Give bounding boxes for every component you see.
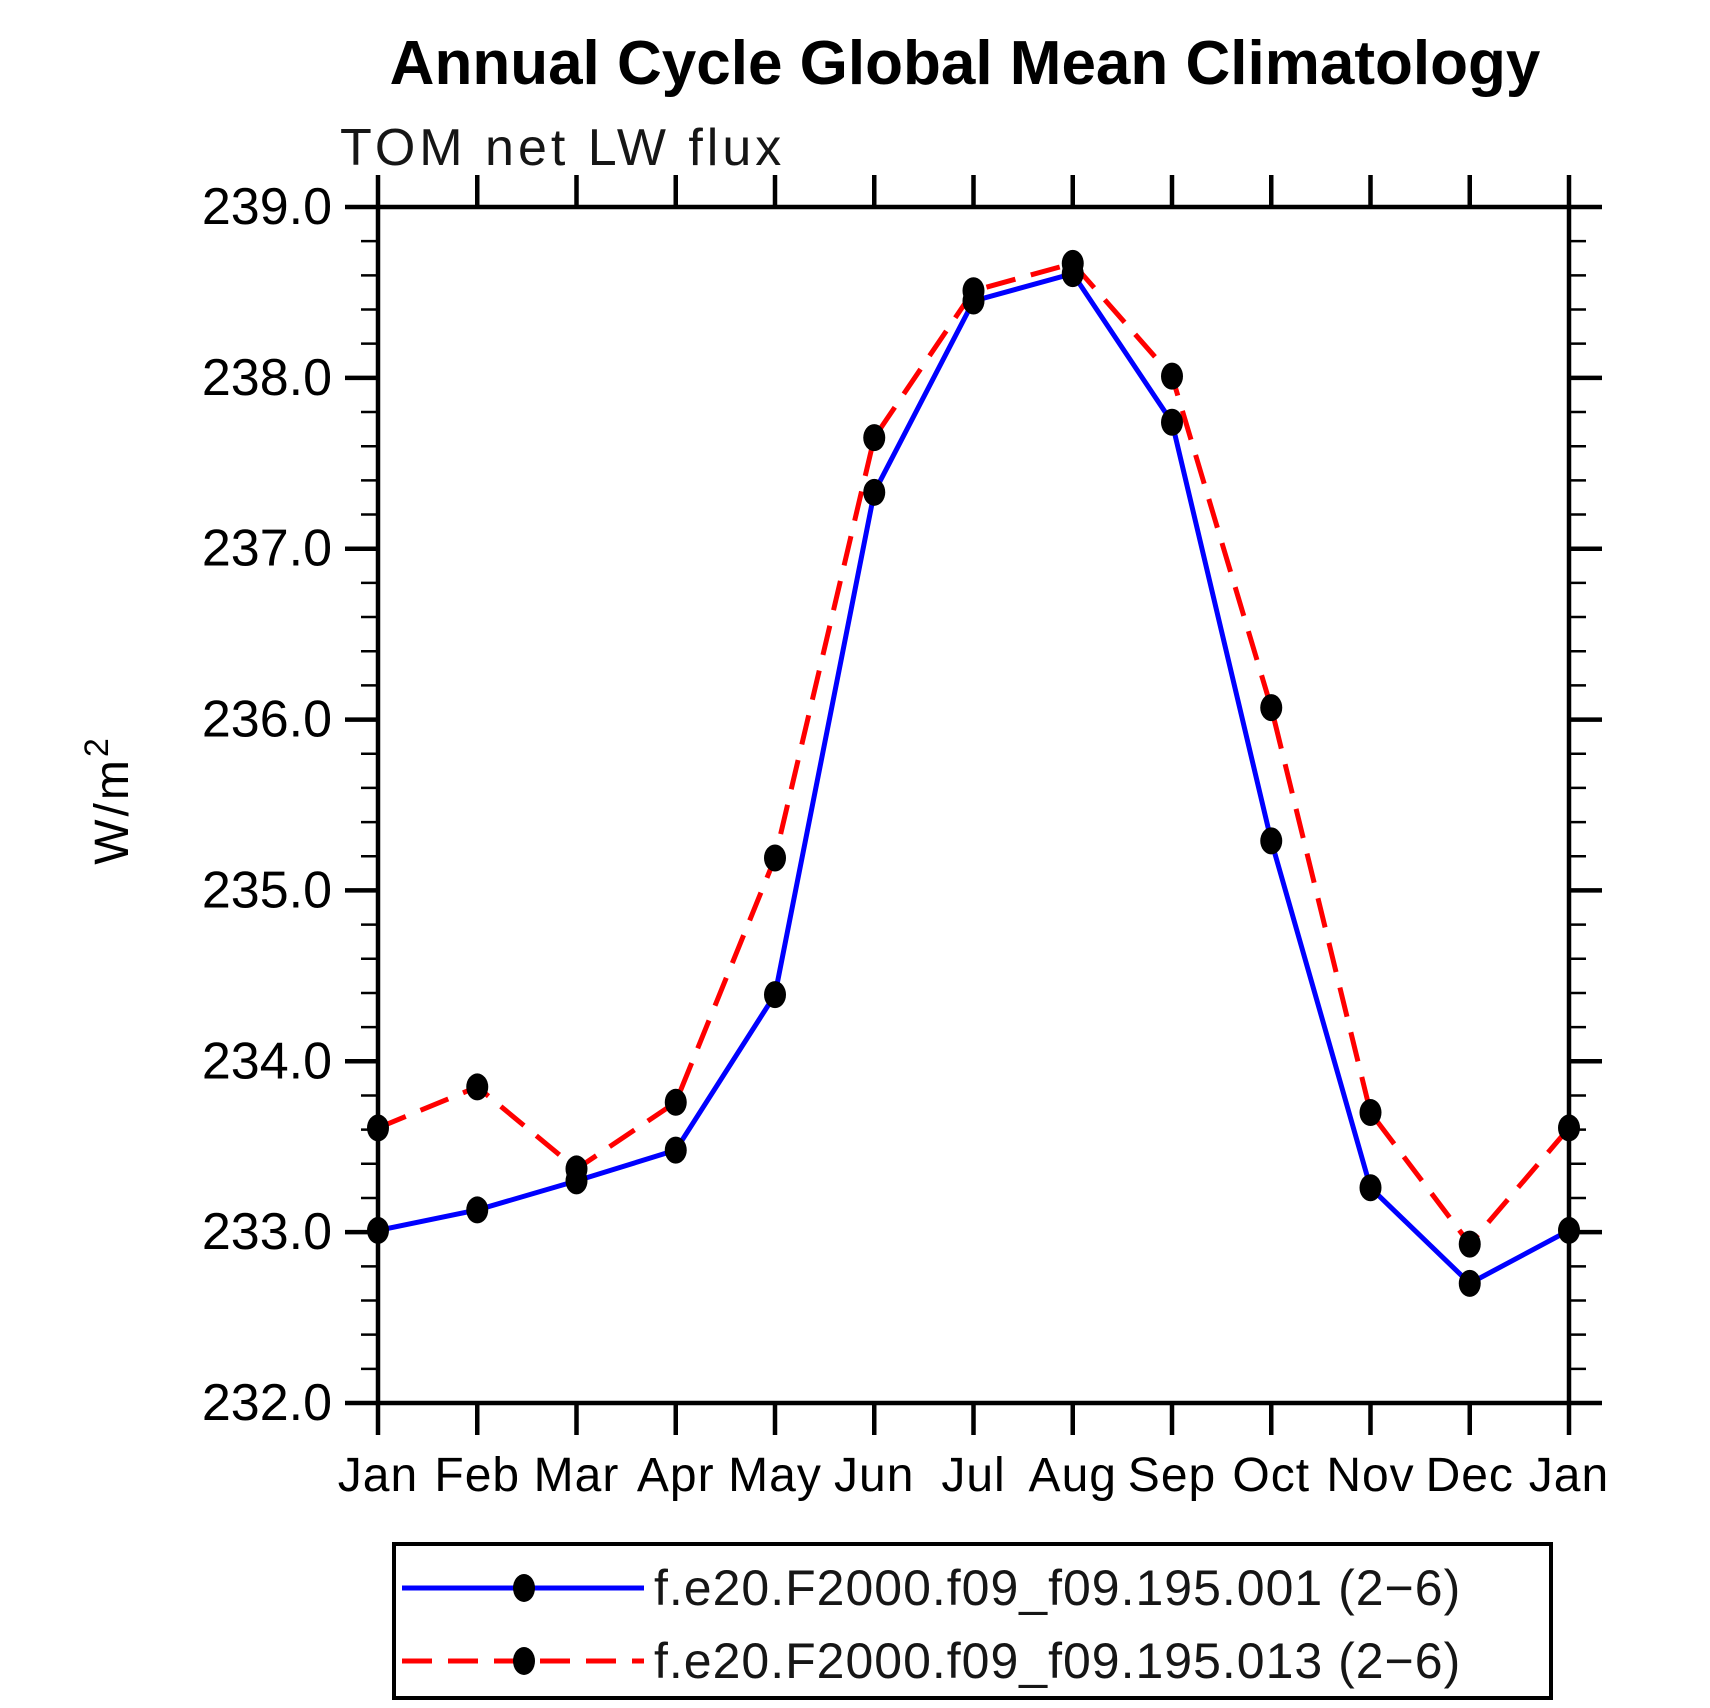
x-tick-label: Aug — [1029, 1449, 1117, 1502]
y-tick-label: 235.0 — [202, 861, 332, 919]
data-point-marker — [1161, 408, 1183, 436]
data-point-marker — [367, 1114, 389, 1142]
data-point-marker — [367, 1216, 389, 1244]
y-tick-label: 234.0 — [202, 1032, 332, 1090]
x-tick-label: Apr — [637, 1449, 715, 1502]
data-point-marker — [1558, 1216, 1580, 1244]
data-point-marker — [664, 1088, 687, 1116]
x-tick-label: Oct — [1232, 1449, 1310, 1502]
x-tick-label: Nov — [1326, 1449, 1414, 1502]
data-point-marker — [1359, 1174, 1382, 1202]
legend-line-sample-solid — [402, 1574, 644, 1602]
data-point-marker — [1359, 1099, 1382, 1127]
y-tick-label: 239.0 — [202, 178, 332, 236]
data-point-marker — [764, 981, 786, 1009]
x-tick-label: Sep — [1128, 1449, 1216, 1502]
legend-line-sample-dashed — [402, 1647, 644, 1675]
legend-label-series-2: f.e20.F2000.f09_f09.195.013 (2−6) — [654, 1633, 1462, 1689]
x-tick-label: Jul — [941, 1449, 1005, 1502]
data-point-marker — [565, 1155, 588, 1183]
x-tick-label: Dec — [1426, 1449, 1514, 1502]
data-point-marker — [962, 277, 985, 305]
legend: f.e20.F2000.f09_f09.195.001 (2−6) f.e20.… — [392, 1542, 1553, 1700]
y-tick-label: 232.0 — [202, 1374, 332, 1432]
x-tick-label: Jun — [834, 1449, 914, 1502]
y-tick-label: 236.0 — [202, 691, 332, 749]
y-tick-label: 237.0 — [202, 520, 332, 578]
data-point-marker — [1558, 1114, 1580, 1142]
data-point-marker — [1161, 362, 1183, 390]
x-tick-label: Jan — [338, 1449, 418, 1502]
legend-marker-icon — [513, 1647, 535, 1675]
legend-marker-icon — [513, 1574, 535, 1602]
series-line-2 — [377, 260, 1571, 1249]
x-tick-label: Feb — [434, 1449, 520, 1502]
legend-entry-series-1: f.e20.F2000.f09_f09.195.001 (2−6) — [398, 1560, 1461, 1616]
x-tick-label: May — [728, 1449, 822, 1502]
series-line-1 — [377, 270, 1571, 1287]
data-point-marker — [664, 1136, 687, 1164]
data-point-marker — [1061, 249, 1084, 277]
legend-label-series-1: f.e20.F2000.f09_f09.195.001 (2−6) — [654, 1560, 1462, 1616]
data-point-marker — [1458, 1230, 1481, 1258]
data-point-marker — [1260, 694, 1283, 722]
data-point-marker — [863, 424, 886, 452]
y-axis-title: W/m2 — [78, 735, 139, 865]
y-tick-label: 233.0 — [202, 1203, 332, 1261]
data-point-marker — [1458, 1269, 1481, 1297]
chart-subtitle: TOM net LW flux — [340, 119, 786, 177]
x-tick-label: Jan — [1529, 1449, 1609, 1502]
data-point-marker — [764, 844, 786, 872]
plot-box — [375, 204, 1572, 1406]
data-point-marker — [1260, 827, 1283, 855]
x-tick-label: Mar — [534, 1449, 620, 1502]
chart-title: Annual Cycle Global Mean Climatology — [389, 29, 1541, 98]
data-point-marker — [863, 478, 886, 506]
data-point-marker — [466, 1073, 489, 1101]
y-tick-label: 238.0 — [202, 349, 332, 407]
legend-entry-series-2: f.e20.F2000.f09_f09.195.013 (2−6) — [398, 1633, 1461, 1689]
data-point-marker — [466, 1196, 489, 1224]
